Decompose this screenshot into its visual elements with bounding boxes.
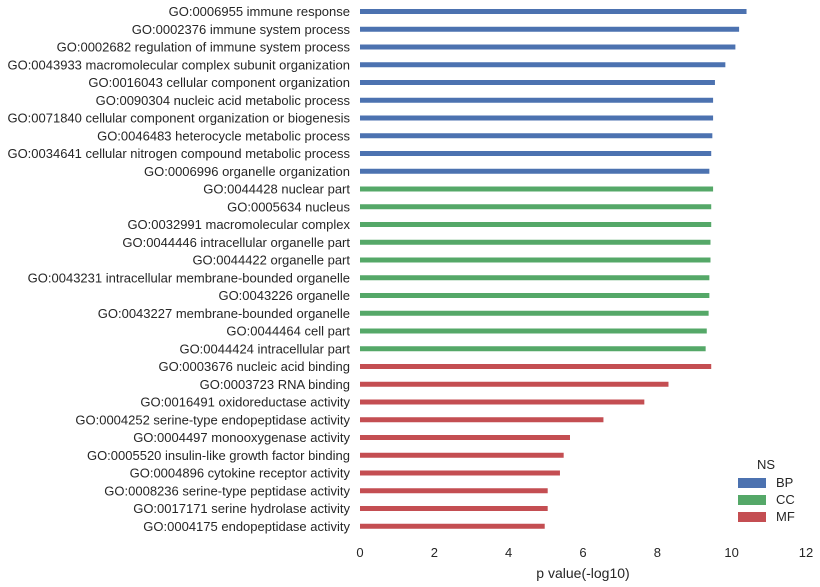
bar-cc (360, 257, 711, 263)
bar-mf (360, 364, 712, 369)
bar-bp (360, 9, 747, 14)
x-tick-label: 12 (799, 545, 813, 560)
y-tick-labels: GO:0006955 immune response GO:0002376 imm… (7, 4, 350, 534)
x-tick-label: 0 (356, 545, 363, 560)
y-tick-label: GO:0004896 cytokine receptor activity (130, 466, 351, 481)
x-tick-label: 6 (579, 545, 586, 560)
x-tick-label: 4 (505, 545, 512, 560)
y-tick-label: GO:0006955 immune response (169, 4, 350, 19)
bar-cc (360, 328, 707, 334)
y-tick-label: GO:0004175 endopeptidase activity (143, 519, 350, 534)
bar-mf (360, 381, 669, 387)
y-tick-label: GO:0004497 monooxygenase activity (133, 430, 350, 445)
bar-bp (360, 62, 726, 68)
bar-mf (360, 452, 564, 458)
legend-label: BP (776, 475, 793, 490)
bar-mf (360, 435, 570, 440)
x-axis-label: p value(-log10) (536, 565, 629, 581)
y-tick-label: GO:0016043 cellular component organizati… (88, 75, 350, 90)
y-tick-label: GO:0006996 organelle organization (144, 164, 350, 179)
bar-mf (360, 417, 604, 423)
bar-cc (360, 186, 714, 192)
legend-swatch-bp (738, 478, 766, 488)
y-tick-label: GO:0017171 serine hydrolase activity (133, 501, 350, 516)
bar-cc (360, 293, 710, 298)
legend-label: MF (776, 509, 795, 524)
bar-cc (360, 239, 711, 245)
bar-mf (360, 523, 545, 529)
y-tick-label: GO:0090304 nucleic acid metabolic proces… (96, 93, 351, 108)
bar-bp (360, 26, 740, 32)
bar-cc (360, 204, 712, 210)
y-tick-label: GO:0043227 membrane-bounded organelle (98, 306, 350, 321)
bar-bp (360, 168, 710, 174)
y-tick-label: GO:0044464 cell part (226, 324, 350, 339)
y-tick-label: GO:0044422 organelle part (192, 253, 350, 268)
bar-cc (360, 275, 710, 281)
y-tick-label: GO:0043226 organelle (218, 288, 350, 303)
y-tick-label: GO:0002376 immune system process (132, 22, 351, 37)
bar-mf (360, 488, 548, 494)
y-tick-label: GO:0003723 RNA binding (200, 377, 350, 392)
x-tick-labels: 0 2 4 6 8 10 12 (356, 545, 813, 560)
y-tick-label: GO:0044424 intracellular part (179, 341, 350, 356)
bar-mf (360, 506, 548, 511)
y-tick-label: GO:0003676 nucleic acid binding (158, 359, 350, 374)
legend: NS BP CC MF (738, 457, 795, 524)
bar-cc (360, 222, 712, 227)
bar-bp (360, 44, 736, 50)
legend-title: NS (757, 457, 775, 472)
x-tick-label: 2 (431, 545, 438, 560)
y-tick-label: GO:0043231 intracellular membrane-bounde… (28, 270, 350, 285)
y-tick-label: GO:0046483 heterocycle metabolic process (97, 128, 350, 143)
legend-label: CC (776, 492, 795, 507)
bar-cc (360, 346, 706, 352)
y-tick-label: GO:0043933 macromolecular complex subuni… (7, 57, 350, 72)
bar-bp (360, 80, 715, 85)
y-tick-label: GO:0044446 intracellular organelle part (122, 235, 350, 250)
y-tick-label: GO:0008236 serine-type peptidase activit… (104, 483, 350, 498)
bar-bp (360, 97, 714, 103)
bar-bp (360, 133, 713, 139)
legend-swatch-mf (738, 512, 766, 522)
y-tick-label: GO:0016491 oxidoreductase activity (140, 395, 350, 410)
y-tick-label: GO:0034641 cellular nitrogen compound me… (7, 146, 350, 161)
legend-swatch-cc (738, 495, 766, 505)
y-tick-label: GO:0005520 insulin-like growth factor bi… (87, 448, 350, 463)
y-tick-label: GO:0071840 cellular component organizati… (7, 111, 350, 126)
y-tick-label: GO:0044428 nuclear part (203, 182, 350, 197)
y-tick-label: GO:0032991 macromolecular complex (127, 217, 350, 232)
bar-bp (360, 151, 712, 156)
y-tick-label: GO:0004252 serine-type endopeptidase act… (75, 412, 350, 427)
bar-bp (360, 115, 714, 121)
bar-mf (360, 399, 645, 405)
bar-mf (360, 470, 560, 476)
x-tick-label: 10 (724, 545, 738, 560)
bar-cc (360, 310, 709, 316)
y-tick-label: GO:0002682 regulation of immune system p… (57, 40, 351, 55)
bars-group (360, 9, 747, 529)
x-tick-label: 8 (654, 545, 661, 560)
y-tick-label: GO:0005634 nucleus (227, 199, 350, 214)
